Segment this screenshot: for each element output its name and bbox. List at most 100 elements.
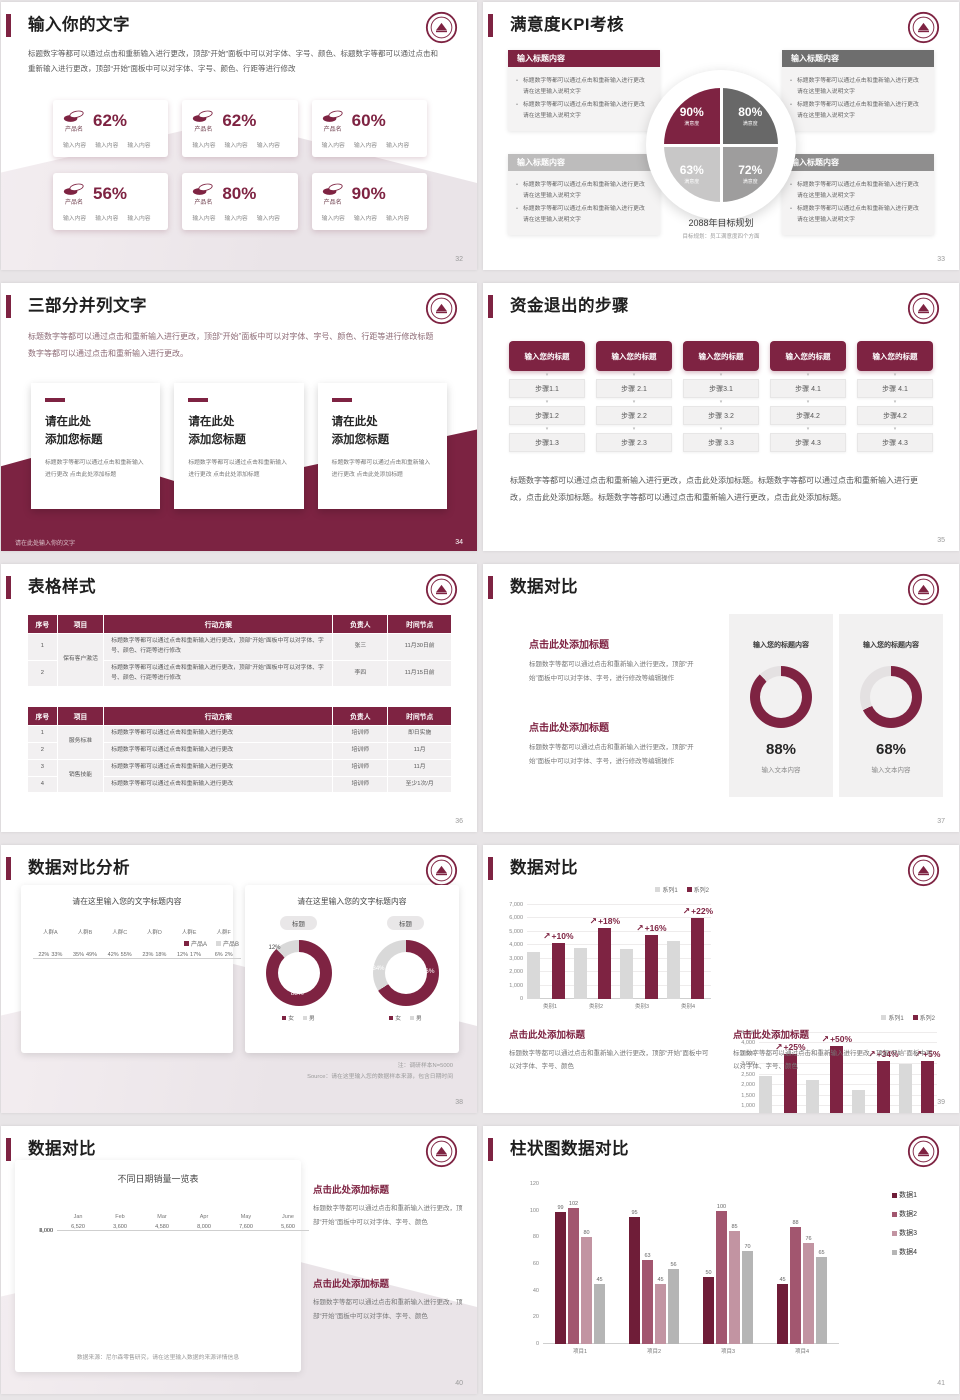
slide-title: 输入你的文字	[28, 16, 130, 34]
y-tick-label: 20	[532, 1314, 539, 1321]
note-line2: Source：请在这里输入您的数据样本来源，包含日期时间	[307, 1074, 453, 1080]
slide-thumbnail-33[interactable]: 满意度KPI考核 输入标题内容 标题数字等都可以通过点击和重新输入进行更改 请在…	[483, 2, 959, 270]
cell-time: 至少1次/月	[387, 775, 452, 794]
slide-footer-bar: 请在此处输入你的文字 34	[1, 533, 477, 551]
legend-swatch	[881, 1015, 887, 1020]
bar-group: ↗ +50%	[805, 1033, 853, 1113]
body-paragraph: 标题数字等都可以通过点击和重新输入进行更改，顶部“开始”面板中可以对字体、字号、…	[28, 49, 438, 73]
kpi-bullet: 标题数字等都可以通过点击和重新输入进行更改 请在这里输入说明文字	[790, 100, 926, 122]
bar	[551, 942, 565, 999]
value-label: 6%	[214, 952, 223, 958]
pie-quadrant: 72% 满意度	[722, 146, 778, 202]
value-label: 56	[670, 1262, 677, 1269]
slide-thumbnail-32[interactable]: 输入你的文字 标题数字等都可以通过点击和重新输入进行更改，顶部“开始”面板中可以…	[1, 2, 477, 270]
donut-hole	[277, 952, 320, 994]
card-item: 输入内容	[224, 143, 248, 149]
page-number: 34	[455, 538, 463, 546]
x-category-label: 人群F	[216, 930, 231, 936]
y-tick-label: 8,000	[39, 1228, 53, 1234]
y-tick-label: 100	[529, 1207, 539, 1214]
gridline	[527, 984, 711, 986]
table-row: 3 销售技能 标题数字等都可以通过点击和重新输入进行更改 培训师 11月	[27, 758, 452, 794]
accent-dash	[331, 398, 352, 402]
growth-label: ↗ +22%	[682, 906, 714, 916]
text-card: 请在此处 添加您标题 标题数字等都可以通过点击和重新输入进行更改 点击此处添加标题	[31, 383, 161, 509]
kpi-panel-header: 输入标题内容	[782, 50, 934, 67]
cell-time: 11月	[387, 741, 452, 760]
coins-icon	[322, 183, 343, 195]
coins-icon	[63, 110, 84, 122]
down-arrow-icon: ▾	[893, 399, 897, 405]
slide-thumbnail-35[interactable]: 资金退出的步骤 输入您的标题 ▾ 步骤1.1 ▾ 步骤1.2 ▾ 步骤1.3 输入您的标题 ▾…	[483, 283, 959, 551]
percent-value: 62%	[93, 111, 128, 130]
growth-label: ↗ +50%	[821, 1034, 853, 1044]
card-title-line2: 添加您标题	[188, 434, 246, 447]
coins-icon	[63, 183, 84, 195]
slice-label-small: 34%	[372, 966, 385, 972]
step-box: 步骤1.3	[509, 433, 585, 452]
y-tick-label: 0	[535, 1341, 539, 1347]
value-label: 3,600	[113, 1224, 127, 1230]
plot-area: 0 20 40 60 80 100 120 99 102 80 45 95 63 45 56 50 100 85 7…	[530, 1181, 839, 1347]
cell-time: 11月	[387, 758, 452, 777]
gridline	[527, 971, 711, 973]
slide-thumbnail-41[interactable]: 柱状图数据对比 数据1 数据2 数据3 数据4 0 20 40 60 80 100 120 99 102…	[483, 1126, 959, 1394]
cell-owner: 培训师	[332, 758, 389, 777]
page-number: 39	[937, 1099, 945, 1106]
slide-thumbnail-36[interactable]: 表格样式 序号 项目 行动方案 负责人 时间节点 1 保有客户激活 标题数字等都…	[1, 564, 477, 832]
cell-plan: 标题数字等都可以通过点击和重新输入进行更改	[103, 758, 334, 777]
donut-chart	[860, 666, 922, 728]
title-accent-bar	[6, 576, 11, 599]
value-label: 5,600	[281, 1224, 295, 1230]
x-category-label: Apr	[199, 1214, 209, 1220]
step-box: 步骤 4.1	[770, 379, 846, 398]
x-category-label: 类别3	[634, 1004, 650, 1010]
plot-area: 0 1,000 2,000 3,000 4,000 5,000 6,000 7,000 ↗ +10…	[509, 902, 714, 1002]
value-label: 50	[705, 1270, 712, 1277]
step-column: 输入您的标题 ▾ 步骤 2.1 ▾ 步骤 2.2 ▾ 步骤 2.3	[596, 341, 672, 452]
cell-owner: 培训师	[332, 775, 389, 794]
growth-label: ↗ +16%	[636, 922, 667, 933]
y-tick-label: 7,000	[509, 902, 523, 908]
slide-thumbnail-34[interactable]: 三部分并列文字 标题数字等都可以通过点击和重新输入进行更改，顶部“开始”面板中可…	[1, 283, 477, 551]
title-accent-bar	[6, 295, 11, 318]
step-column: 输入您的标题 ▾ 步骤1.1 ▾ 步骤1.2 ▾ 步骤1.3	[509, 341, 585, 452]
kpi-panel: 输入标题内容 标题数字等都可以通过点击和重新输入进行更改 请在这里输入说明文字标…	[508, 154, 660, 235]
donut-hole	[870, 676, 912, 718]
slide-title: 数据对比	[510, 859, 578, 877]
slice-label-small: 12%	[268, 945, 281, 951]
x-category-label: 项目1	[572, 1349, 588, 1355]
sales-chart-card: 不同日期销量一览表 0 1,000 2,000 3,000 4,000 5,000 6,00…	[15, 1160, 309, 1372]
slide-thumbnail-39[interactable]: 数据对比 系列1 系列2 0 1,000 2,000 3,000 4,000 5,000 6,0…	[483, 845, 959, 1113]
donut-chart	[750, 666, 812, 728]
bar	[655, 1284, 666, 1344]
slide-title: 表格样式	[28, 578, 96, 596]
cell-plan: 标题数字等都可以通过点击和重新输入进行更改，顶部“开始”面板中可以对字体、字号、…	[103, 633, 334, 661]
heading-block: 点击此处添加标题 标题数字等都可以通过点击和重新输入进行更改，顶部“开始”面板中可…	[733, 1027, 938, 1073]
slide-thumbnail-38[interactable]: 数据对比分析 请在这里输入您的文字标题内容 产品A 产品B 22% 33% 35% 49%…	[1, 845, 477, 1113]
legend-swatch	[183, 941, 189, 946]
product-card-grid: 产品名 62% 输入内容 输入内容 输入内容 产品名 62% 输入内容 输入内容 输入内容 …	[53, 100, 427, 230]
value-label: 8,000	[197, 1224, 211, 1230]
bar	[629, 1217, 640, 1344]
block-heading: 点击此处添加标题	[509, 1030, 586, 1041]
card-item: 输入内容	[386, 143, 410, 149]
bar	[568, 1208, 579, 1344]
percent-value: 80%	[222, 184, 257, 203]
y-tick-label: 9,000	[39, 1228, 53, 1234]
slide-thumbnail-37[interactable]: 数据对比 点击此处添加标题 标题数字等都可以通过点击和重新输入进行更改，顶部“开始…	[483, 564, 959, 832]
block-heading: 点击此处添加标题	[733, 1030, 810, 1041]
bar	[703, 1277, 714, 1344]
pie-subcaption: 目标规划：员工满意度四个方面	[682, 234, 760, 240]
cell-time: 即日实施	[387, 725, 452, 743]
block-body: 标题数字等都可以通过点击和重新输入进行更改，顶部“开始”面板中可以对字体、字号，…	[529, 744, 694, 765]
y-tick-label: 4,000	[509, 942, 523, 949]
product-card: 产品名 60% 输入内容 输入内容 输入内容	[311, 100, 427, 157]
school-emblem-logo	[425, 573, 458, 606]
slide-thumbnail-40[interactable]: 数据对比 不同日期销量一览表 0 1,000 2,000 3,000 4,000 5,00…	[1, 1126, 477, 1394]
bar-group: 45 88 76 65	[765, 1184, 839, 1344]
bar	[759, 1075, 772, 1113]
value-label: 33%	[51, 952, 63, 958]
coins-icon	[322, 110, 343, 122]
bar-chart-card: 请在这里输入您的文字标题内容 产品A 产品B 22% 33% 35% 49% 42% 55% 2…	[21, 885, 241, 1053]
